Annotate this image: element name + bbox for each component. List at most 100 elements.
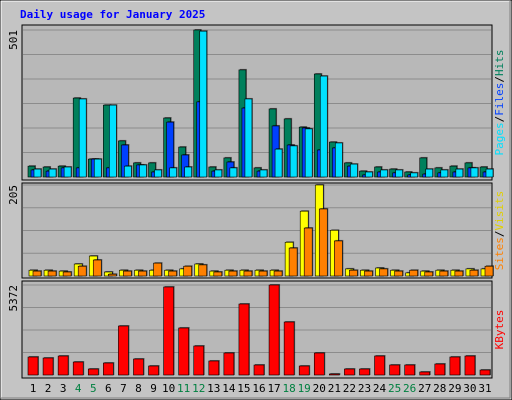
bar	[479, 369, 491, 376]
bar	[133, 358, 144, 376]
bar	[440, 169, 449, 178]
x-tick-label: 29	[448, 382, 461, 395]
bar	[410, 172, 418, 178]
bar	[455, 168, 464, 178]
bar	[268, 284, 280, 376]
bar	[223, 352, 235, 376]
bar	[259, 169, 268, 178]
bar	[439, 270, 449, 277]
bar	[419, 371, 431, 376]
bar	[394, 270, 403, 277]
legend-entry: Hits	[493, 50, 506, 77]
x-tick-label: 23	[358, 382, 371, 395]
bar	[32, 270, 42, 277]
bar	[365, 171, 373, 178]
bar	[273, 270, 283, 277]
bar	[77, 265, 87, 277]
x-tick-label: 27	[418, 382, 431, 395]
bar	[228, 270, 238, 277]
x-tick-label: 24	[373, 382, 387, 395]
legend-separator: /	[493, 116, 506, 123]
legend: KBytes	[493, 310, 506, 350]
bar	[454, 270, 464, 277]
legend-entry: Sites	[493, 237, 506, 270]
x-tick-label: 30	[463, 382, 476, 395]
bar	[469, 269, 479, 277]
x-tick-label: 12	[192, 382, 205, 395]
bar	[283, 321, 295, 376]
bar	[33, 168, 42, 178]
bar	[334, 240, 343, 277]
x-tick-label: 31	[478, 382, 491, 395]
bar	[425, 168, 434, 178]
bar	[213, 271, 223, 277]
bar	[298, 365, 310, 376]
bar	[288, 247, 298, 277]
x-tick-label: 10	[162, 382, 175, 395]
bar	[404, 364, 415, 376]
bar	[153, 262, 162, 277]
bar	[62, 271, 72, 277]
bar	[109, 104, 117, 178]
bar	[118, 325, 129, 376]
legend-entry: Visits	[493, 191, 506, 231]
bar	[27, 356, 39, 376]
bar	[464, 355, 476, 376]
bar	[169, 167, 177, 178]
bar	[380, 169, 388, 178]
bar	[93, 158, 102, 178]
bar	[193, 345, 205, 376]
legend: Sites/Visits	[493, 191, 506, 271]
bar	[344, 368, 355, 376]
x-tick-label: 9	[150, 382, 157, 395]
bar	[374, 355, 385, 376]
legend-entry: Pages	[493, 122, 506, 155]
bar	[72, 361, 84, 376]
bar	[253, 364, 265, 376]
bar	[154, 169, 162, 178]
bar	[470, 167, 479, 178]
bar	[108, 273, 117, 277]
bar	[379, 268, 388, 277]
x-tick-label: 21	[328, 382, 341, 395]
bar	[183, 265, 192, 277]
x-tick-label: 8	[135, 382, 142, 395]
bar	[78, 98, 87, 178]
x-tick-label: 5	[90, 382, 97, 395]
bar	[148, 365, 159, 376]
bar	[47, 270, 57, 277]
bar	[103, 362, 114, 376]
bar	[274, 148, 283, 178]
bar	[313, 352, 325, 376]
bar	[238, 303, 250, 376]
x-tick-label: 15	[237, 382, 250, 395]
bar	[123, 270, 132, 277]
bar	[304, 128, 313, 178]
bar	[484, 265, 494, 277]
bar	[335, 142, 343, 178]
bar	[359, 368, 370, 376]
bar	[389, 364, 400, 376]
x-tick-label: 14	[222, 382, 236, 395]
x-tick-label: 18	[283, 382, 296, 395]
bar	[258, 270, 268, 277]
bar	[395, 169, 403, 178]
bar	[229, 167, 238, 178]
bar	[168, 270, 177, 277]
bar	[57, 355, 69, 376]
x-tick-label: 13	[207, 382, 220, 395]
chart-title: Daily usage for January 2025	[20, 8, 205, 21]
legend-entry: KBytes	[493, 310, 506, 350]
x-tick-label: 26	[403, 382, 416, 395]
bar	[349, 269, 358, 277]
x-tick-label: 6	[105, 382, 112, 395]
x-tick-label: 28	[433, 382, 446, 395]
bar	[303, 227, 313, 277]
bar	[63, 166, 72, 178]
x-tick-label: 22	[343, 382, 356, 395]
y-tick-label: 5372	[7, 285, 20, 312]
legend-separator: /	[493, 231, 506, 238]
bar	[208, 360, 220, 376]
x-tick-label: 2	[45, 382, 52, 395]
x-tick-label: 3	[60, 382, 67, 395]
